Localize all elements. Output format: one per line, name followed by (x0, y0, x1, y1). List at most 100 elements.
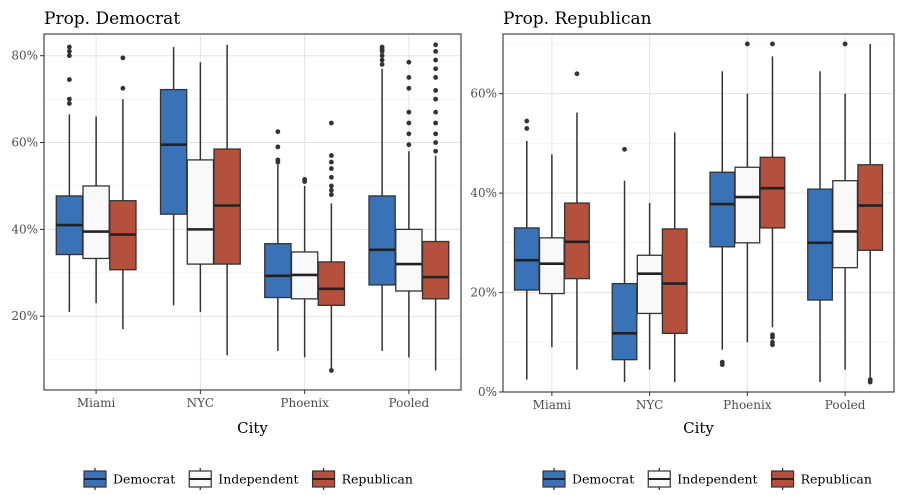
box-independent (82, 185, 110, 260)
outlier-point (770, 41, 775, 47)
x-tick-label: Phoenix (280, 396, 329, 410)
panel-title: Prop. Republican (503, 9, 652, 29)
y-tick-label: 20% (11, 309, 38, 323)
outlier-point (66, 77, 72, 82)
box-republican (661, 228, 688, 334)
outlier-point (406, 59, 412, 65)
x-tick-label: NYC (636, 398, 663, 412)
outlier-point (744, 41, 750, 47)
y-tick-label: 40% (470, 186, 497, 200)
outlier-point (120, 55, 126, 61)
outlier-point (719, 359, 725, 365)
y-tick-label: 80% (11, 49, 38, 63)
outlier-point (433, 48, 439, 54)
x-tick-label: Phoenix (723, 398, 772, 412)
outlier-point (275, 129, 281, 135)
outlier-point (406, 85, 412, 91)
box-democrat (159, 88, 188, 215)
outlier-point (275, 144, 281, 150)
box-layer (513, 41, 884, 385)
outlier-point (379, 44, 385, 50)
outlier-point (328, 159, 334, 165)
outlier-point (328, 166, 334, 171)
axis-ticks: 0% 20% 40% 60% Miami NYC Phoenix Pooled (470, 87, 865, 412)
outlier-point (622, 146, 627, 152)
box-independent (832, 180, 859, 269)
box-layer (55, 42, 450, 373)
outlier-point (433, 120, 439, 126)
y-tick-label: 40% (11, 222, 38, 236)
outlier-point (433, 88, 439, 93)
outlier-point (328, 368, 334, 373)
outlier-point (842, 41, 848, 47)
x-tick-label: Pooled (825, 398, 866, 412)
outlier-point (433, 140, 439, 145)
legend-label-democrat: Democrat (572, 472, 634, 487)
box-democrat (709, 171, 736, 248)
box-independent (734, 166, 761, 244)
box-independent (186, 159, 215, 265)
outlier-point (770, 339, 775, 345)
outlier-point (379, 57, 385, 63)
outlier-point (406, 131, 412, 137)
outlier-point (433, 66, 439, 72)
x-axis-title: City (237, 419, 268, 437)
outlier-point (433, 42, 439, 48)
outlier-point (302, 177, 308, 182)
outlier-point (328, 192, 334, 198)
plot-frame (43, 33, 462, 391)
legend: Democrat Independent Republican (83, 468, 413, 490)
outlier-point (328, 120, 334, 126)
outlier-point (66, 48, 72, 54)
outlier-point (328, 174, 334, 180)
outlier-point (379, 53, 385, 59)
panel-republican: Prop. Republican 0% 20% 40% 60% Miami NYC Phoe… (470, 9, 895, 490)
x-tick-label: Miami (77, 396, 116, 410)
y-tick-label: 0% (478, 385, 497, 399)
box-democrat (807, 188, 833, 301)
axis-ticks: 20% 40% 60% 80% Miami NYC Phoenix Pooled (11, 49, 429, 410)
legend-label-independent: Independent (677, 472, 757, 487)
legend-label-democrat: Democrat (113, 472, 175, 487)
outlier-point (379, 61, 385, 67)
x-axis-title: City (683, 419, 714, 437)
legend: Democrat Independent Republican (542, 468, 872, 490)
x-tick-label: Miami (533, 398, 572, 412)
y-tick-label: 60% (11, 136, 38, 150)
legend-label-republican: Republican (342, 472, 413, 487)
x-tick-label: Pooled (389, 396, 430, 410)
outlier-point (66, 44, 72, 50)
box-independent (636, 254, 663, 315)
outlier-point (328, 153, 334, 158)
outlier-point (328, 187, 334, 193)
outlier-point (433, 148, 439, 154)
outlier-point (406, 75, 412, 80)
outlier-point (66, 96, 72, 102)
box-republican (421, 240, 450, 300)
legend-label-independent: Independent (218, 472, 298, 487)
outlier-point (433, 57, 439, 63)
box-democrat (368, 195, 396, 286)
box-republican (317, 261, 346, 306)
y-tick-label: 60% (470, 87, 497, 101)
outlier-point (406, 120, 412, 126)
outlier-point (770, 332, 775, 338)
outlier-point (574, 71, 580, 77)
box-democrat (611, 282, 638, 361)
y-tick-label: 20% (470, 286, 497, 300)
box-republican (759, 156, 786, 229)
outlier-point (433, 109, 439, 115)
box-republican (857, 164, 884, 251)
outlier-point (406, 142, 412, 148)
outlier-point (524, 118, 530, 124)
plot-frame (502, 33, 895, 393)
panel-democrat: Prop. Democrat 20% 40% 60% 80% Miami NYC Phoen… (11, 9, 462, 490)
outlier-point (524, 126, 530, 131)
box-democrat (264, 243, 292, 299)
outlier-point (328, 183, 334, 189)
outlier-point (120, 85, 126, 91)
outlier-point (867, 377, 873, 382)
panel-title: Prop. Democrat (44, 9, 180, 29)
outlier-point (406, 109, 412, 115)
